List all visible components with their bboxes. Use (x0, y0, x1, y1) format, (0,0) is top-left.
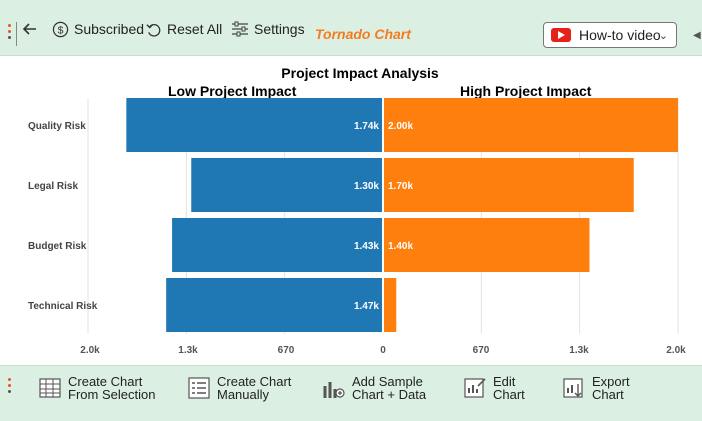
subscribed-button[interactable]: $ Subscribed (52, 19, 144, 39)
edit-chart-line2: Chart (493, 387, 525, 402)
bar-low (172, 218, 383, 272)
create-manually-button[interactable]: Create Chart Manually (187, 375, 291, 401)
table-grid-icon (39, 378, 61, 398)
create-manual-line2: Manually (217, 387, 270, 402)
x-tick-label: 670 (278, 345, 295, 356)
data-label-high: 1.70k (388, 181, 413, 192)
export-icon (563, 378, 583, 398)
bar-low (126, 98, 383, 152)
drag-handle-icon[interactable] (8, 24, 12, 42)
arrow-left-icon (22, 23, 36, 35)
export-chart-button[interactable]: Export Chart (562, 375, 630, 401)
subscribed-label: Subscribed (74, 21, 145, 37)
low-impact-label: Low Project Impact (168, 83, 297, 99)
settings-label: Settings (254, 21, 305, 37)
data-label-high: 2.00k (388, 121, 413, 132)
bar-high (383, 218, 590, 272)
export-chart-line1: Export (592, 374, 630, 389)
reset-all-button[interactable]: Reset All (145, 19, 222, 39)
howto-video-button[interactable]: How-to video ⌄ (543, 22, 677, 48)
bar-high (383, 98, 678, 152)
x-tick-label: 1.3k (178, 345, 198, 356)
category-label: Technical Risk (28, 301, 98, 312)
bottom-toolbar: Create Chart From Selection Create Chart… (0, 365, 702, 421)
chevron-down-icon: ⌄ (658, 30, 668, 42)
youtube-icon (551, 28, 571, 42)
add-sample-button[interactable]: Add Sample Chart + Data (322, 375, 426, 401)
create-from-selection-button[interactable]: Create Chart From Selection (38, 375, 155, 401)
data-label-low: 1.47k (354, 301, 379, 312)
x-tick-label: 1.3k (569, 345, 589, 356)
bar-high (383, 158, 634, 212)
chart-title: Project Impact Analysis (281, 65, 439, 81)
category-label: Legal Risk (28, 181, 78, 192)
edit-chart-button[interactable]: Edit Chart (463, 375, 525, 401)
drag-handle-icon[interactable] (8, 378, 12, 396)
sliders-icon (232, 21, 248, 37)
top-toolbar: $ Subscribed Reset All Settings Tornado … (0, 0, 702, 56)
form-list-icon (188, 377, 210, 399)
category-label: Quality Risk (28, 121, 86, 132)
edit-chart-icon (464, 378, 486, 398)
export-chart-line2: Chart (592, 387, 624, 402)
x-tick-label: 2.0k (80, 345, 100, 356)
brand-title: Tornado Chart (315, 26, 411, 42)
data-label-low: 1.43k (354, 241, 379, 252)
x-tick-label: 670 (473, 345, 490, 356)
collapse-panel-icon[interactable]: ◀ (693, 30, 701, 41)
data-label-high: 1.40k (388, 241, 413, 252)
divider (16, 22, 17, 46)
add-sample-line2: Chart + Data (352, 387, 427, 402)
x-tick-label: 0 (380, 345, 386, 356)
tornado-chart: Quality Risk 1.74k 2.00k Legal Risk 1.30k 1.7… (28, 98, 686, 356)
bar-high (383, 278, 397, 332)
howto-label: How-to video (579, 27, 661, 43)
sample-chart-icon (323, 382, 345, 398)
svg-text:$: $ (58, 25, 64, 36)
category-label: Budget Risk (28, 241, 87, 252)
edit-chart-line1: Edit (493, 374, 516, 389)
settings-button[interactable]: Settings (231, 19, 305, 39)
back-button[interactable] (22, 19, 38, 39)
chart-area: Project Impact Analysis Low Project Impa… (0, 57, 702, 363)
data-label-low: 1.30k (354, 181, 379, 192)
create-selection-line2: From Selection (68, 387, 156, 402)
bar-low (166, 278, 383, 332)
x-tick-label: 2.0k (666, 345, 686, 356)
reset-label: Reset All (167, 21, 223, 37)
dollar-circle-icon: $ (52, 21, 69, 37)
create-manual-line1: Create Chart (217, 374, 292, 389)
data-label-low: 1.74k (354, 121, 379, 132)
high-impact-label: High Project Impact (460, 83, 592, 99)
create-selection-line1: Create Chart (68, 374, 143, 389)
undo-icon (146, 23, 161, 37)
add-sample-line1: Add Sample (352, 374, 423, 389)
bar-low (191, 158, 383, 212)
